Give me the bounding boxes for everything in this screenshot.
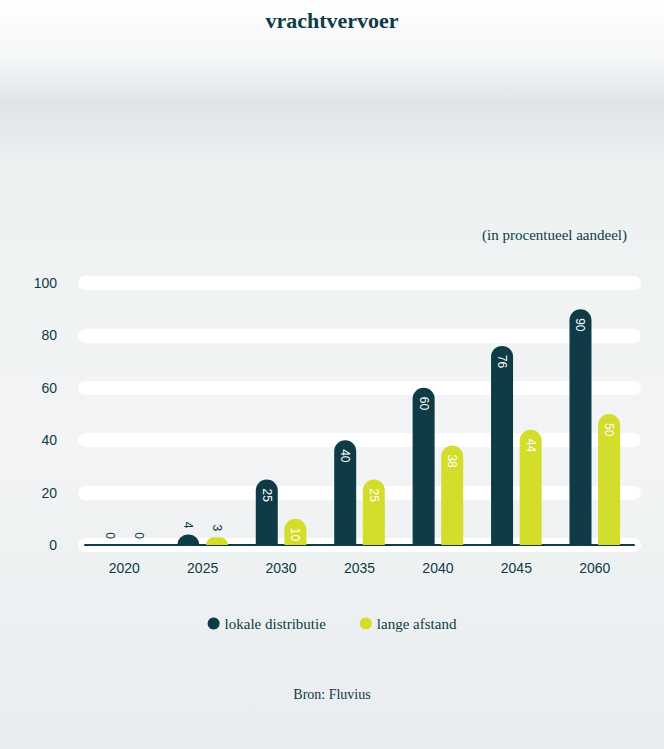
svg-text:Bron: Fluvius: Bron: Fluvius [293,687,370,702]
svg-text:100: 100 [34,275,58,291]
svg-text:2035: 2035 [344,560,375,576]
svg-text:2040: 2040 [422,560,453,576]
svg-text:0: 0 [132,532,146,539]
svg-text:60: 60 [417,397,431,411]
svg-text:lange afstand: lange afstand [377,616,457,632]
svg-text:20: 20 [41,485,57,501]
svg-text:44: 44 [524,439,538,453]
svg-text:40: 40 [338,449,352,463]
svg-text:25: 25 [260,489,274,503]
svg-text:10: 10 [288,528,302,542]
svg-text:76: 76 [495,355,509,369]
svg-text:50: 50 [602,423,616,437]
svg-text:2020: 2020 [109,560,140,576]
svg-text:3: 3 [210,524,224,531]
svg-text:2030: 2030 [265,560,296,576]
svg-text:25: 25 [367,489,381,503]
svg-text:0: 0 [103,532,117,539]
svg-text:lokale distributie: lokale distributie [225,616,327,632]
svg-text:80: 80 [41,327,57,343]
svg-text:(in procentueel aandeel): (in procentueel aandeel) [482,227,627,244]
svg-text:40: 40 [41,432,57,448]
svg-text:2025: 2025 [187,560,218,576]
svg-text:4: 4 [181,522,195,529]
svg-text:60: 60 [41,380,57,396]
svg-text:2060: 2060 [579,560,610,576]
svg-text:2045: 2045 [501,560,532,576]
svg-text:0: 0 [49,537,57,553]
svg-text:vrachtvervoer: vrachtvervoer [265,8,398,33]
svg-text:38: 38 [445,454,459,468]
svg-text:90: 90 [573,318,587,332]
